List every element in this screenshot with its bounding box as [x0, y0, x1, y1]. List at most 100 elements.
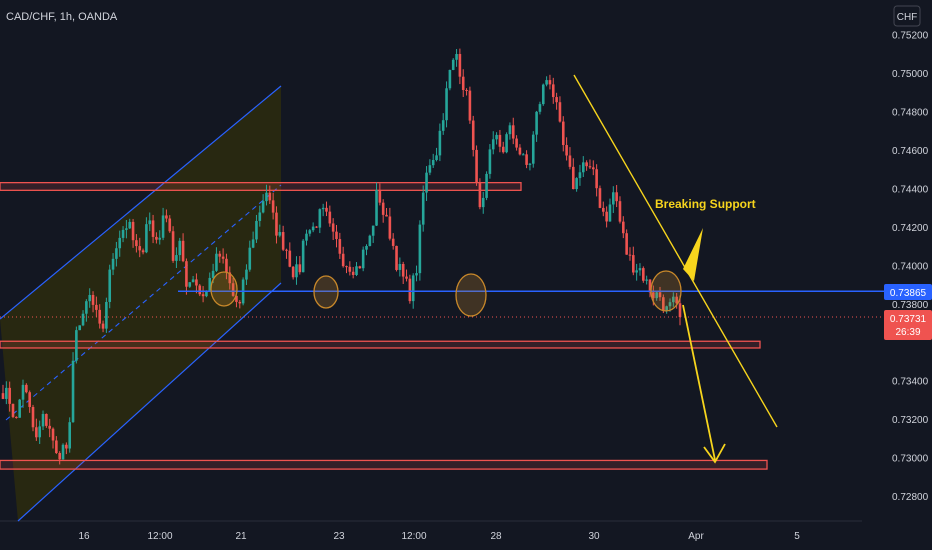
candle-body — [568, 155, 572, 167]
candle — [28, 390, 31, 413]
candle — [355, 262, 358, 277]
candle — [491, 131, 495, 155]
candle-body — [458, 54, 462, 77]
candle-body — [215, 253, 218, 271]
candle — [45, 413, 48, 428]
channel-upper-line — [0, 85, 282, 320]
candle — [281, 225, 285, 252]
countdown-label: 26:39 — [895, 327, 920, 338]
candle-body — [5, 387, 8, 399]
candle — [288, 242, 292, 268]
candle-body — [11, 403, 15, 417]
candle — [622, 216, 625, 239]
candle — [255, 214, 258, 243]
candle — [85, 299, 88, 322]
candle — [111, 253, 115, 276]
candle-body — [85, 301, 88, 314]
candle-body — [328, 211, 332, 224]
candle — [1, 384, 5, 400]
candle-body — [548, 80, 552, 85]
x-tick-label: 12:00 — [401, 531, 426, 542]
candle — [658, 286, 662, 301]
candle — [145, 217, 148, 254]
candle — [308, 228, 312, 237]
candle — [338, 232, 342, 259]
candle-body — [371, 225, 375, 236]
candle-body — [185, 261, 188, 287]
candle-body — [225, 258, 228, 273]
candle — [218, 250, 222, 263]
candle — [535, 110, 538, 142]
candle-body — [638, 268, 642, 271]
candle-body — [218, 253, 222, 257]
candle — [295, 256, 298, 285]
x-tick-label: 30 — [588, 531, 600, 542]
candle-body — [471, 120, 475, 150]
candle — [5, 381, 8, 405]
candle — [485, 171, 488, 201]
candle — [201, 286, 205, 303]
candle — [275, 206, 278, 244]
candle-body — [645, 279, 648, 281]
candle-body — [398, 263, 402, 270]
candle — [451, 58, 455, 71]
candle-body — [668, 302, 672, 307]
candle — [315, 226, 318, 229]
candle — [95, 296, 98, 317]
candle — [11, 403, 15, 419]
candle-body — [498, 134, 502, 147]
candle — [555, 92, 558, 110]
candle-body — [191, 279, 195, 283]
candle — [428, 159, 432, 176]
candle-body — [642, 268, 645, 281]
y-tick-label: 0.72800 — [892, 492, 929, 503]
candle-body — [1, 393, 5, 399]
currency-button[interactable]: CHF — [893, 5, 921, 27]
candle — [612, 186, 615, 213]
candle — [268, 185, 272, 205]
candle-body — [348, 266, 352, 272]
candle — [68, 417, 71, 453]
candle-body — [201, 294, 205, 297]
candle — [318, 208, 322, 234]
candle — [438, 123, 442, 162]
candle — [138, 237, 142, 258]
candle — [155, 232, 158, 244]
candle — [228, 266, 232, 290]
candle-body — [315, 226, 318, 228]
candle-body — [648, 279, 652, 293]
candle-body — [278, 232, 282, 236]
x-tick-label: 21 — [235, 531, 247, 542]
candle-body — [158, 237, 162, 240]
y-tick-label: 0.73200 — [892, 415, 929, 426]
candle-body — [281, 232, 285, 250]
candle-body — [455, 54, 458, 60]
candle — [635, 263, 638, 281]
candle-body — [195, 279, 198, 286]
x-tick-label: 12:00 — [147, 531, 172, 542]
candle-body — [585, 162, 588, 167]
candle — [48, 418, 51, 438]
candle — [198, 284, 202, 297]
candle — [108, 264, 112, 309]
candle-body — [415, 273, 418, 276]
candle — [418, 220, 422, 281]
y-tick-label: 0.74800 — [892, 108, 929, 119]
candle — [128, 218, 132, 229]
candle-body — [8, 387, 11, 404]
candle-body — [135, 240, 138, 247]
candle — [161, 207, 165, 241]
candle-body — [575, 178, 578, 190]
candle — [65, 442, 68, 455]
price-axis[interactable] — [862, 0, 932, 550]
resistance-zone-low — [0, 459, 768, 470]
candle-body — [75, 330, 78, 361]
candle-body — [495, 134, 498, 140]
candle-body — [48, 425, 51, 429]
candle — [408, 274, 412, 304]
candle — [131, 218, 135, 248]
candle — [71, 352, 75, 423]
candle-body — [131, 221, 135, 241]
candle-body — [528, 163, 532, 165]
